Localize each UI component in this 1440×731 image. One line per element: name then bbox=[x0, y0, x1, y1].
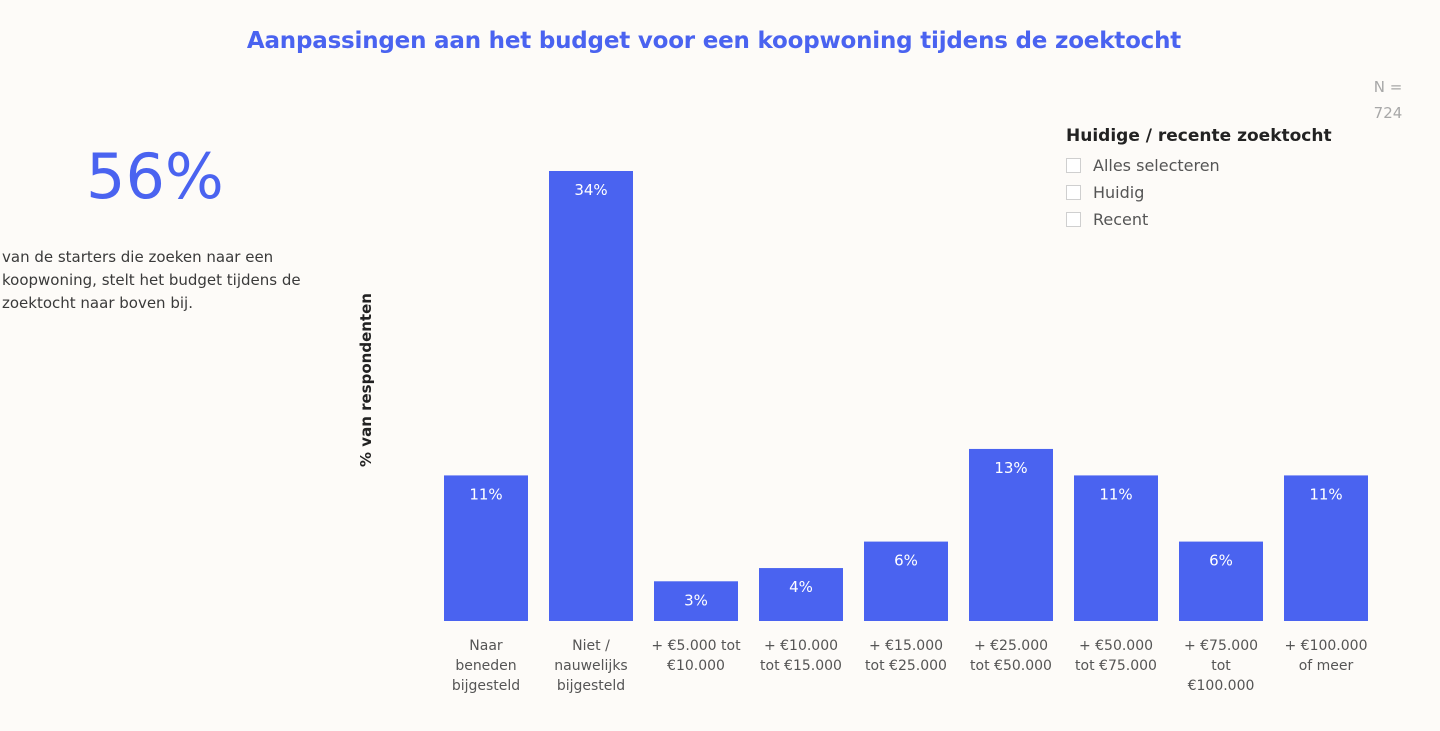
x-tick-label: + €5.000 tot €10.000 bbox=[651, 638, 741, 674]
bar-value-label: 6% bbox=[1209, 552, 1233, 570]
x-tick-label: Niet / nauwelijks bijgesteld bbox=[554, 638, 627, 694]
sample-size-label: N = 724 bbox=[1373, 78, 1403, 122]
filter-option-all[interactable]: Alles selecteren bbox=[1066, 152, 1332, 179]
bar-7[interactable] bbox=[1074, 475, 1158, 621]
checkbox-icon[interactable] bbox=[1066, 185, 1081, 200]
bar-4[interactable] bbox=[759, 568, 843, 621]
filter-option-label: Huidig bbox=[1093, 183, 1145, 202]
filter-option-label: Recent bbox=[1093, 210, 1149, 229]
bar-1[interactable] bbox=[444, 475, 528, 621]
x-tick-label: + €25.000 tot €50.000 bbox=[970, 638, 1052, 674]
bar-value-label: 34% bbox=[574, 181, 607, 199]
chart-title: Aanpassingen aan het budget voor een koo… bbox=[246, 28, 1182, 54]
kpi-value: 56% bbox=[86, 140, 224, 213]
bar-3[interactable] bbox=[654, 581, 738, 621]
x-tick-label: + €10.000 tot €15.000 bbox=[760, 638, 842, 674]
x-tick-label: + €15.000 tot €25.000 bbox=[865, 638, 947, 674]
filter-title: Huidige / recente zoektocht bbox=[1066, 126, 1332, 146]
bar-8[interactable] bbox=[1179, 541, 1263, 621]
x-tick-label: Naar beneden bijgesteld bbox=[452, 638, 520, 694]
x-tick-label: + €50.000 tot €75.000 bbox=[1075, 638, 1157, 674]
bar-value-label: 3% bbox=[684, 591, 708, 609]
filter-option-recent[interactable]: Recent bbox=[1066, 206, 1332, 233]
x-tick-label: + €75.000 tot €100.000 bbox=[1184, 638, 1258, 694]
bar-value-label: 11% bbox=[469, 485, 502, 503]
x-tick-label: + €100.000 of meer bbox=[1285, 638, 1368, 674]
search-filter: Huidige / recente zoektocht Alles select… bbox=[1066, 126, 1332, 233]
kpi-description: van de starters die zoeken naar een koop… bbox=[2, 248, 301, 312]
bar-2[interactable] bbox=[549, 171, 633, 621]
bar-value-label: 11% bbox=[1099, 485, 1132, 503]
bar-5[interactable] bbox=[864, 541, 948, 621]
filter-option-current[interactable]: Huidig bbox=[1066, 179, 1332, 206]
filter-option-label: Alles selecteren bbox=[1093, 156, 1220, 175]
bar-9[interactable] bbox=[1284, 475, 1368, 621]
bar-value-label: 4% bbox=[789, 578, 813, 596]
bar-6[interactable] bbox=[969, 448, 1053, 621]
checkbox-icon[interactable] bbox=[1066, 158, 1081, 173]
bar-value-label: 13% bbox=[994, 459, 1027, 477]
bar-value-label: 11% bbox=[1309, 485, 1342, 503]
checkbox-icon[interactable] bbox=[1066, 212, 1081, 227]
bar-value-label: 6% bbox=[894, 552, 918, 570]
